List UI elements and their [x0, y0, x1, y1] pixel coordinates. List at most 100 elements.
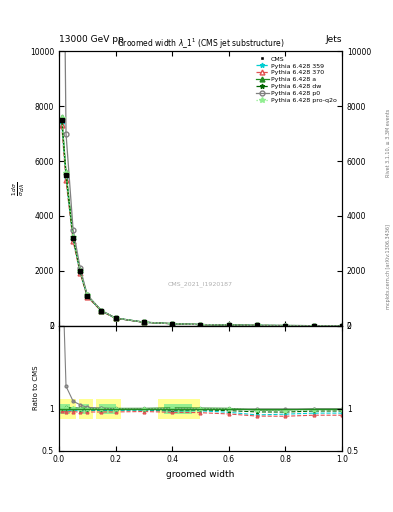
Pythia 6.428 dw: [170, 321, 174, 327]
CMS: [311, 323, 316, 329]
Pythia 6.428 a: [59, 114, 64, 120]
CMS: [78, 268, 83, 274]
CMS: [64, 172, 68, 178]
Pythia 6.428 p0: [226, 322, 231, 328]
Pythia 6.428 dw: [198, 322, 203, 328]
Pythia 6.428 dw: [311, 323, 316, 329]
Pythia 6.428 a: [71, 233, 75, 240]
Pythia 6.428 p0: [340, 323, 344, 329]
Pythia 6.428 370: [198, 322, 203, 328]
Pythia 6.428 370: [59, 122, 64, 129]
Pythia 6.428 370: [170, 321, 174, 327]
Pythia 6.428 359: [311, 323, 316, 329]
Pythia 6.428 dw: [64, 172, 68, 178]
CMS: [141, 319, 146, 325]
CMS: [340, 323, 344, 329]
Pythia 6.428 pro-q2o: [283, 323, 288, 329]
Text: Rivet 3.1.10, ≥ 3.3M events: Rivet 3.1.10, ≥ 3.3M events: [386, 109, 391, 178]
CMS: [255, 322, 259, 328]
Line: CMS: CMS: [60, 118, 344, 328]
Pythia 6.428 dw: [99, 308, 104, 314]
Pythia 6.428 a: [340, 323, 344, 329]
Pythia 6.428 359: [85, 293, 90, 299]
Pythia 6.428 pro-q2o: [141, 319, 146, 325]
Pythia 6.428 370: [99, 308, 104, 314]
Pythia 6.428 370: [78, 270, 83, 276]
Line: Pythia 6.428 359: Pythia 6.428 359: [59, 120, 344, 328]
CMS: [99, 308, 104, 314]
Pythia 6.428 p0: [113, 315, 118, 321]
Line: Pythia 6.428 370: Pythia 6.428 370: [59, 123, 344, 328]
Pythia 6.428 a: [85, 292, 90, 298]
Text: CMS_2021_I1920187: CMS_2021_I1920187: [168, 282, 233, 287]
Pythia 6.428 370: [283, 323, 288, 329]
Pythia 6.428 a: [113, 315, 118, 321]
Pythia 6.428 359: [170, 321, 174, 327]
Pythia 6.428 a: [311, 323, 316, 329]
Legend: CMS, Pythia 6.428 359, Pythia 6.428 370, Pythia 6.428 a, Pythia 6.428 dw, Pythia: CMS, Pythia 6.428 359, Pythia 6.428 370,…: [254, 54, 339, 105]
Pythia 6.428 p0: [170, 321, 174, 327]
CMS: [170, 321, 174, 327]
Pythia 6.428 370: [64, 177, 68, 183]
Pythia 6.428 370: [255, 323, 259, 329]
Pythia 6.428 pro-q2o: [340, 323, 344, 329]
Line: Pythia 6.428 a: Pythia 6.428 a: [59, 115, 344, 328]
CMS: [198, 322, 203, 328]
Pythia 6.428 dw: [85, 293, 90, 299]
CMS: [226, 322, 231, 328]
Pythia 6.428 pro-q2o: [226, 322, 231, 328]
Pythia 6.428 359: [340, 323, 344, 329]
Text: Jets: Jets: [325, 34, 342, 44]
Pythia 6.428 a: [64, 169, 68, 175]
Pythia 6.428 dw: [255, 323, 259, 329]
Pythia 6.428 a: [78, 267, 83, 273]
Pythia 6.428 a: [170, 321, 174, 327]
Line: Pythia 6.428 pro-q2o: Pythia 6.428 pro-q2o: [59, 116, 345, 329]
Pythia 6.428 359: [198, 322, 203, 328]
Pythia 6.428 p0: [255, 322, 259, 328]
Pythia 6.428 a: [198, 322, 203, 328]
X-axis label: groomed width: groomed width: [166, 470, 235, 479]
Pythia 6.428 dw: [340, 323, 344, 329]
CMS: [59, 117, 64, 123]
Pythia 6.428 p0: [99, 307, 104, 313]
Pythia 6.428 dw: [71, 235, 75, 241]
Pythia 6.428 359: [64, 175, 68, 181]
Pythia 6.428 dw: [226, 322, 231, 328]
Pythia 6.428 pro-q2o: [78, 267, 83, 273]
Pythia 6.428 pro-q2o: [59, 115, 64, 121]
Line: Pythia 6.428 p0: Pythia 6.428 p0: [59, 0, 344, 328]
Pythia 6.428 pro-q2o: [170, 321, 174, 327]
Text: 13000 GeV pp: 13000 GeV pp: [59, 34, 124, 44]
Pythia 6.428 p0: [283, 323, 288, 329]
Pythia 6.428 359: [283, 323, 288, 329]
CMS: [113, 315, 118, 321]
Pythia 6.428 pro-q2o: [64, 170, 68, 177]
Pythia 6.428 p0: [141, 319, 146, 325]
Pythia 6.428 pro-q2o: [85, 292, 90, 298]
Text: mcplots.cern.ch [arXiv:1306.3436]: mcplots.cern.ch [arXiv:1306.3436]: [386, 224, 391, 309]
Pythia 6.428 370: [340, 323, 344, 329]
Pythia 6.428 359: [71, 236, 75, 242]
Pythia 6.428 359: [113, 315, 118, 322]
Pythia 6.428 dw: [113, 315, 118, 321]
Pythia 6.428 a: [226, 322, 231, 328]
CMS: [85, 292, 90, 298]
Pythia 6.428 370: [311, 323, 316, 329]
Pythia 6.428 pro-q2o: [311, 323, 316, 329]
Y-axis label: $\frac{1}{\sigma}\frac{d\sigma}{d\lambda}$: $\frac{1}{\sigma}\frac{d\sigma}{d\lambda…: [11, 181, 27, 196]
Pythia 6.428 a: [99, 307, 104, 313]
Y-axis label: Ratio to CMS: Ratio to CMS: [33, 366, 39, 411]
Pythia 6.428 359: [78, 269, 83, 275]
Pythia 6.428 370: [226, 322, 231, 328]
Pythia 6.428 pro-q2o: [71, 234, 75, 240]
Pythia 6.428 pro-q2o: [99, 308, 104, 314]
Pythia 6.428 p0: [78, 265, 83, 271]
Pythia 6.428 359: [59, 119, 64, 125]
Line: Pythia 6.428 dw: Pythia 6.428 dw: [59, 117, 344, 328]
CMS: [283, 323, 288, 329]
Pythia 6.428 a: [255, 323, 259, 329]
Pythia 6.428 pro-q2o: [255, 323, 259, 329]
Pythia 6.428 359: [226, 322, 231, 328]
Title: Groomed width $\lambda\_1^1$ (CMS jet substructure): Groomed width $\lambda\_1^1$ (CMS jet su…: [117, 37, 284, 51]
